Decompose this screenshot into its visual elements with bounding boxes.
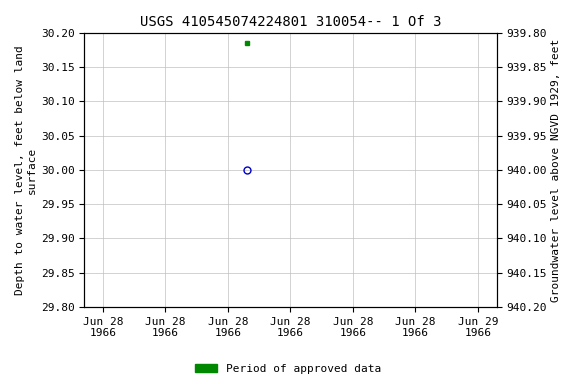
Legend: Period of approved data: Period of approved data (191, 359, 385, 379)
Y-axis label: Groundwater level above NGVD 1929, feet: Groundwater level above NGVD 1929, feet (551, 38, 561, 301)
Y-axis label: Depth to water level, feet below land
surface: Depth to water level, feet below land su… (15, 45, 37, 295)
Title: USGS 410545074224801 310054-- 1 Of 3: USGS 410545074224801 310054-- 1 Of 3 (139, 15, 441, 29)
